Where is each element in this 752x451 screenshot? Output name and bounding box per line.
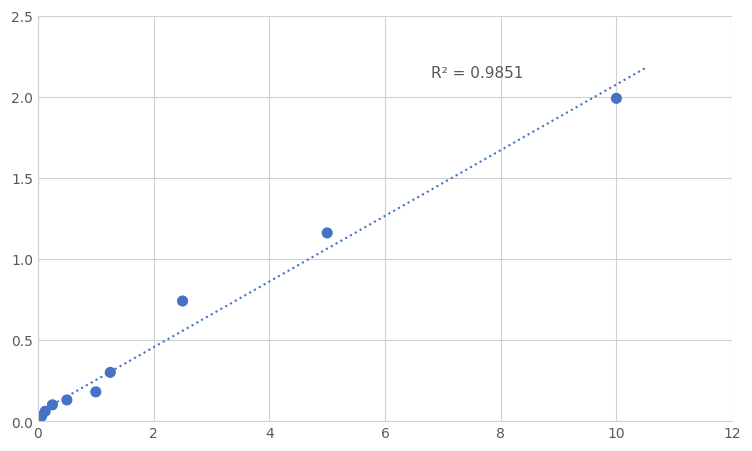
Point [611,96,623,103]
Point [61,396,73,404]
Point [32,418,44,425]
Point [89,388,102,396]
Point [177,298,189,305]
Point [47,401,59,409]
Point [105,369,117,376]
Point [35,413,47,420]
Point [39,408,51,415]
Text: R² = 0.9851: R² = 0.9851 [432,66,523,81]
Point [321,230,333,237]
